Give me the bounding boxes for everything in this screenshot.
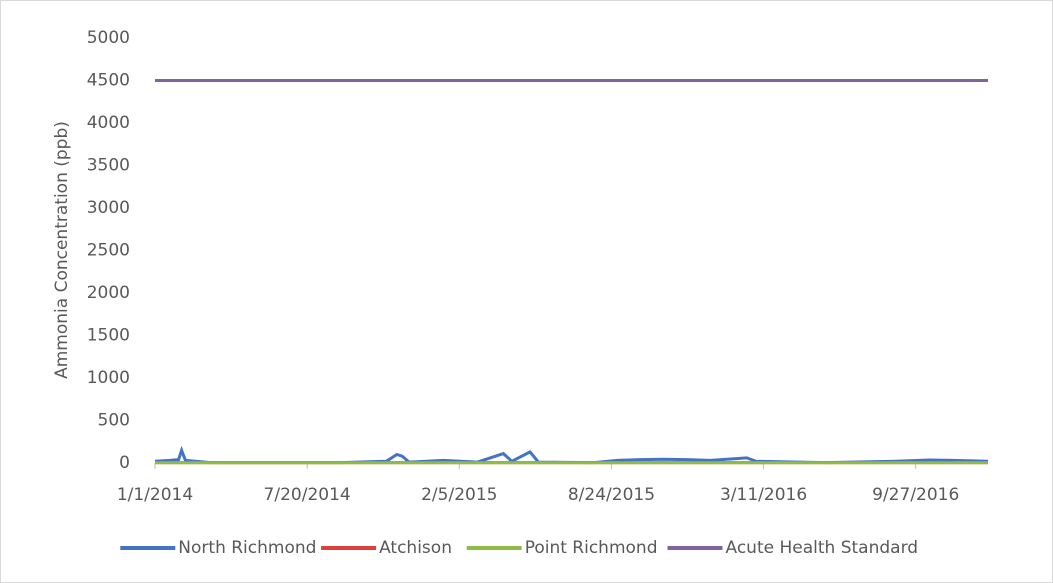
x-tick-label: 3/11/2016 <box>720 485 807 505</box>
y-tick-label: 4000 <box>87 113 130 133</box>
y-tick-label: 500 <box>98 411 130 431</box>
x-tick-label: 8/24/2015 <box>568 485 655 505</box>
y-tick-label: 1500 <box>87 326 130 346</box>
x-tick-label: 2/5/2015 <box>421 485 497 505</box>
x-tick-label: 9/27/2016 <box>872 485 959 505</box>
x-tick-label: 1/1/2014 <box>117 485 193 505</box>
legend-label: North Richmond <box>178 538 316 558</box>
y-tick-label: 2000 <box>87 283 130 303</box>
legend-label: Acute Health Standard <box>726 538 919 558</box>
legend-label: Atchison <box>379 538 452 558</box>
y-tick-label: 0 <box>119 453 130 473</box>
y-tick-label: 1000 <box>87 368 130 388</box>
y-tick-label: 2500 <box>87 241 130 261</box>
y-tick-label: 4500 <box>87 71 130 91</box>
y-tick-label: 5000 <box>87 28 130 48</box>
y-axis-title: Ammonia Concentration (ppb) <box>52 121 72 379</box>
x-tick-label: 7/20/2014 <box>264 485 351 505</box>
legend-label: Point Richmond <box>525 538 658 558</box>
y-tick-label: 3500 <box>87 156 130 176</box>
y-tick-label: 3000 <box>87 198 130 218</box>
